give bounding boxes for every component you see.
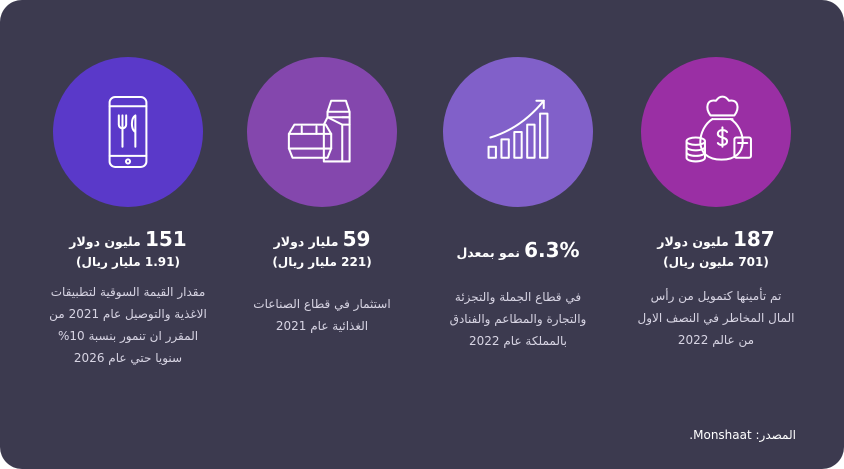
- stat-description: مقدار القيمة السوقية لتطبيقات الاغذية وا…: [49, 285, 207, 365]
- stat-value: 6.3%: [524, 238, 580, 262]
- stat-icon-circle: [53, 57, 203, 207]
- stat-subvalue: (701 مليون ريال): [663, 255, 769, 269]
- stat-headline: 59 مليار دولار: [222, 228, 422, 254]
- stat-value: 59: [342, 227, 371, 251]
- stat-card-food-apps: 151 مليون دولار (1.91 مليار ريال) مقدار …: [28, 0, 228, 469]
- stat-subvalue: (1.91 مليار ريال): [76, 255, 180, 269]
- growth-bars-icon: [487, 99, 549, 159]
- stat-card-venture-capital: 187 مليون دولار (701 مليون ريال) تم تأمي…: [616, 0, 816, 469]
- stat-unit: مليون دولار: [657, 234, 729, 249]
- stat-icon-circle: [443, 57, 593, 207]
- stat-value: 187: [732, 227, 775, 251]
- stat-card-food-industry: 59 مليار دولار (221 مليار ريال) استثمار …: [222, 0, 422, 469]
- stat-icon-circle: [641, 57, 791, 207]
- smartphone-utensils-icon: [108, 96, 148, 168]
- stat-description: في قطاع الجملة والتجزئة والتجارة والمطاع…: [449, 290, 587, 348]
- stat-headline: 6.3% نمو بمعدل: [418, 239, 618, 265]
- stat-subvalue: (221 مليار ريال): [272, 255, 372, 269]
- stat-unit: مليون دولار: [69, 234, 141, 249]
- stat-headline: 187 مليون دولار: [616, 228, 816, 254]
- money-bag-icon: [685, 95, 752, 163]
- food-packages-icon: [287, 99, 351, 163]
- stat-headline: 151 مليون دولار: [28, 228, 228, 254]
- stat-description: استثمار في قطاع الصناعات الغذائية عام 20…: [253, 297, 391, 333]
- source-note: المصدر: Monshaat.: [689, 428, 796, 442]
- stat-description: تم تأمينها كتمويل من رأس المال المخاطر ف…: [637, 289, 795, 347]
- stat-unit: نمو بمعدل: [456, 245, 520, 260]
- stat-unit: مليار دولار: [273, 234, 339, 249]
- stat-icon-circle: [247, 57, 397, 207]
- stat-card-growth: 6.3% نمو بمعدل في قطاع الجملة والتجزئة و…: [418, 0, 618, 469]
- stat-value: 151: [144, 227, 187, 251]
